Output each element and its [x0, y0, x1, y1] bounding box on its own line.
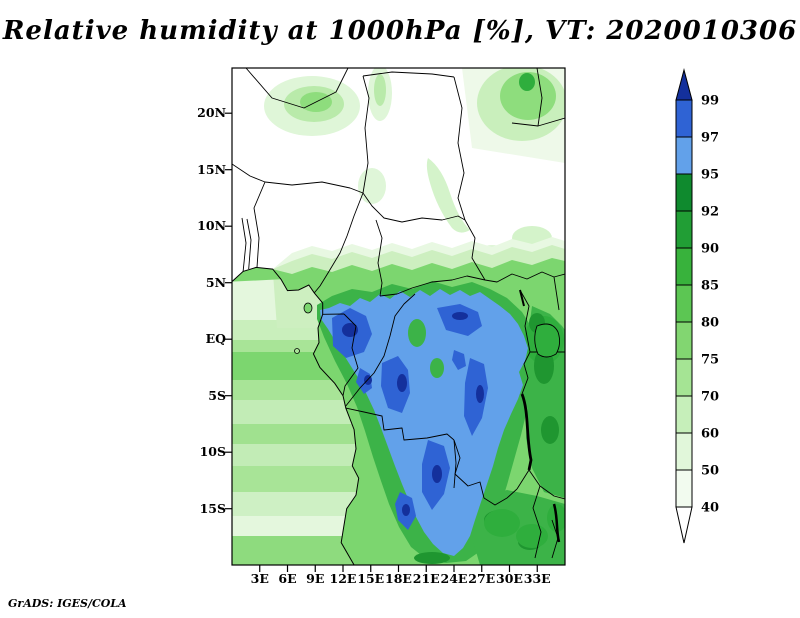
coastline	[232, 266, 360, 565]
colorbar-label: 80	[701, 316, 719, 331]
colorbar-segment	[675, 358, 693, 397]
colorbar-label: 92	[701, 205, 719, 220]
lat-tick-label: 5S	[208, 387, 226, 403]
colorbar-segment	[675, 469, 693, 508]
colorbar-segment	[675, 173, 693, 212]
colorbar-segment	[675, 247, 693, 286]
lake-malawi	[552, 503, 561, 543]
lon-tick-label: 15E	[357, 571, 385, 586]
colorbar: 99 97 95 92 90 85 80 75 70 60 50 40	[675, 68, 719, 544]
colorbar-label: 95	[701, 168, 719, 183]
colorbar-segment	[675, 395, 693, 434]
lon-tick-label: 3E	[250, 571, 269, 586]
colorbar-arrow-top	[675, 68, 693, 101]
lat-tick-label: 15S	[199, 500, 226, 516]
colorbar-label: 40	[701, 501, 719, 516]
axis-tick-marks	[225, 112, 538, 572]
humidity-field	[232, 68, 565, 565]
colorbar-label: 70	[701, 390, 719, 405]
colorbar-label: 85	[701, 279, 719, 294]
lon-tick-label: 27E	[468, 571, 496, 586]
colorbar-label: 97	[701, 131, 719, 146]
lon-tick-label: 30E	[496, 571, 523, 586]
lat-tick-label: 5N	[205, 274, 226, 290]
colorbar-label: 75	[701, 353, 719, 368]
lakes	[519, 289, 561, 543]
lon-tick-label: 6E	[278, 571, 297, 586]
lat-tick-label: 10S	[199, 444, 226, 460]
map-plot	[225, 67, 566, 572]
colorbar-segment	[675, 432, 693, 471]
colorbar-segment	[675, 284, 693, 323]
lat-tick-label: EQ	[205, 331, 226, 347]
colorbar-segment	[675, 321, 693, 360]
colorbar-segment	[675, 210, 693, 249]
plot-title: Relative humidity at 1000hPa [%], VT: 20…	[2, 16, 798, 46]
lake-victoria	[534, 323, 561, 358]
northern-humidity-patches	[264, 68, 565, 268]
lon-tick-label: 12E	[329, 571, 357, 586]
colorbar-segment	[675, 136, 693, 175]
lon-tick-label: 33E	[523, 571, 551, 586]
colorbar-label: 50	[701, 464, 719, 479]
lake-tanganyika	[520, 393, 533, 471]
colorbar-segment	[675, 99, 693, 138]
colorbar-label: 99	[701, 94, 719, 109]
colorbar-label: 60	[701, 427, 719, 442]
lon-tick-label: 21E	[412, 571, 440, 586]
island-bioko	[303, 302, 313, 314]
lon-tick-label: 18E	[385, 571, 412, 586]
grads-credit: GrADS: IGES/COLA	[8, 597, 127, 610]
colorbar-label: 90	[701, 242, 719, 257]
country-borders	[232, 68, 565, 559]
map-frame	[231, 67, 566, 566]
colorbar-arrow-bottom	[675, 506, 693, 544]
lon-tick-label: 9E	[306, 571, 325, 586]
lake-albert	[519, 289, 525, 307]
humidity-spots-navy	[342, 312, 484, 516]
lat-tick-label: 10N	[197, 218, 226, 234]
island-sao-tome	[294, 348, 300, 354]
lat-tick-label: 20N	[197, 105, 226, 121]
lat-tick-label: 15N	[197, 161, 226, 177]
lon-tick-label: 24E	[440, 571, 468, 586]
